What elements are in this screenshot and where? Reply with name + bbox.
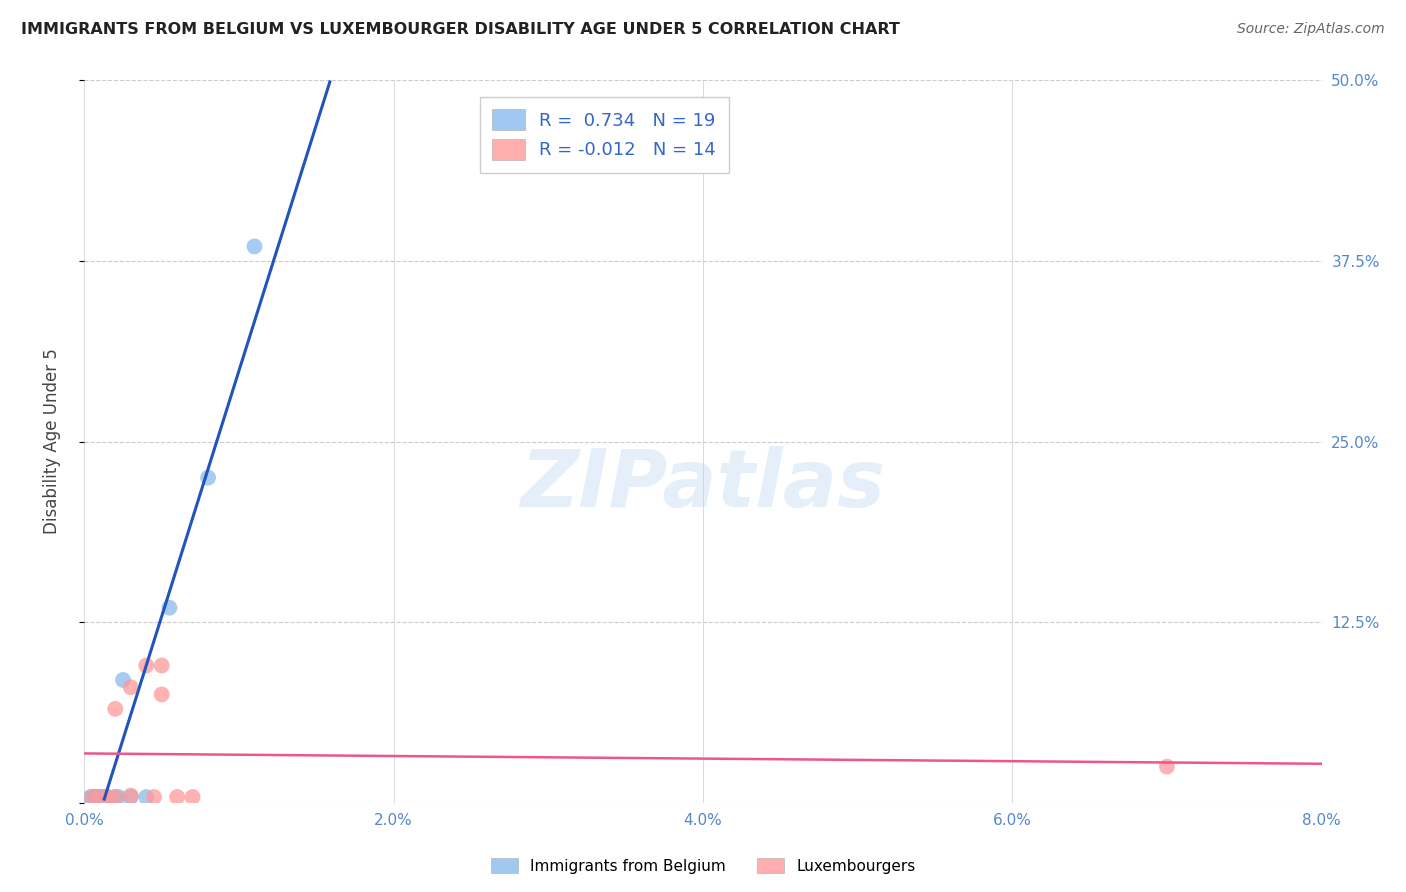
Point — [93, 790, 115, 805]
Point — [90, 790, 112, 805]
Point — [79, 790, 101, 805]
Point — [89, 790, 111, 805]
Point — [120, 680, 142, 694]
Point — [96, 790, 118, 805]
Point — [243, 239, 266, 253]
Point — [96, 790, 118, 805]
Point — [104, 790, 127, 805]
Point — [84, 790, 107, 805]
Y-axis label: Disability Age Under 5: Disability Age Under 5 — [42, 349, 60, 534]
Legend: Immigrants from Belgium, Luxembourgers: Immigrants from Belgium, Luxembourgers — [485, 852, 921, 880]
Point — [87, 790, 110, 805]
Point — [86, 790, 108, 805]
Point — [150, 687, 173, 701]
Point — [82, 790, 104, 805]
Point — [104, 702, 127, 716]
Point — [181, 790, 204, 805]
Text: Source: ZipAtlas.com: Source: ZipAtlas.com — [1237, 22, 1385, 37]
Legend: R =  0.734   N = 19, R = -0.012   N = 14: R = 0.734 N = 19, R = -0.012 N = 14 — [479, 96, 728, 172]
Point — [143, 790, 166, 805]
Point — [94, 790, 117, 805]
Point — [83, 790, 105, 805]
Point — [120, 790, 142, 805]
Point — [120, 789, 142, 803]
Point — [159, 600, 180, 615]
Point — [135, 790, 157, 805]
Point — [197, 470, 219, 484]
Point — [89, 790, 111, 805]
Text: IMMIGRANTS FROM BELGIUM VS LUXEMBOURGER DISABILITY AGE UNDER 5 CORRELATION CHART: IMMIGRANTS FROM BELGIUM VS LUXEMBOURGER … — [21, 22, 900, 37]
Point — [150, 658, 173, 673]
Point — [107, 790, 129, 805]
Point — [91, 790, 114, 805]
Point — [104, 790, 127, 805]
Point — [1156, 760, 1178, 774]
Point — [112, 673, 135, 687]
Point — [166, 790, 188, 805]
Point — [135, 658, 157, 673]
Text: ZIPatlas: ZIPatlas — [520, 446, 886, 524]
